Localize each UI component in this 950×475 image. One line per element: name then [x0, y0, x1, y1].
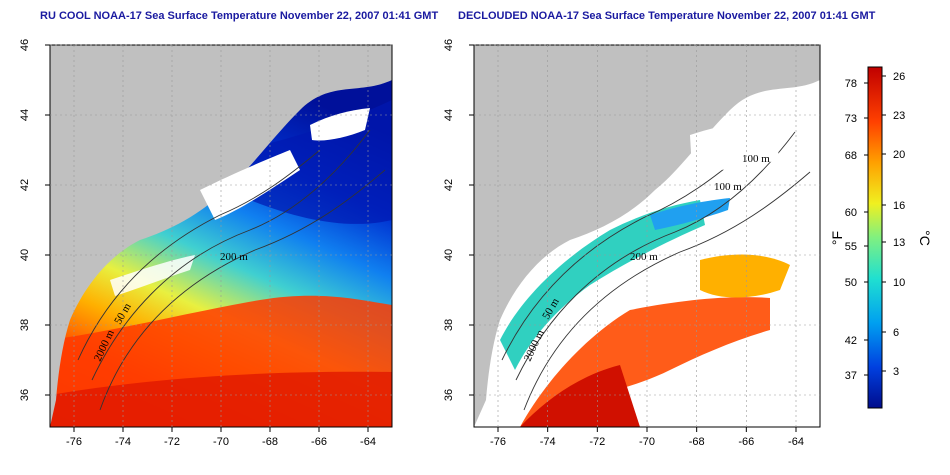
right-contour-200m: [515, 131, 796, 381]
right-ytick-label: 42: [443, 179, 455, 191]
left-xtick-label: -70: [213, 436, 229, 448]
right-ytick-label: 36: [443, 389, 455, 401]
right-contour-50m: [501, 151, 746, 361]
colorbar-ticks: 78 73 68 60 55 50 42 37 26 23 20 16 13 10 6 3: [845, 71, 906, 382]
colorbar-c-tick-label: 6: [893, 327, 899, 339]
colorbar-c-tick-label: 3: [893, 366, 899, 378]
right-gulf-of-maine: [690, 118, 780, 171]
colorbar-c-tick-label: 26: [893, 71, 905, 83]
colorbar-c-tick-label: 13: [893, 237, 905, 249]
colorbar-c-tick-label: 20: [893, 149, 905, 161]
colorbar-f-tick-label: 37: [845, 370, 857, 382]
left-sst-map: [50, 45, 392, 427]
right-ytick-label: 44: [443, 109, 455, 121]
right-ytick-label: 38: [443, 319, 455, 331]
celsius-label: °C: [917, 230, 933, 246]
right-gulf-stream: [520, 365, 640, 427]
right-xtick-label: -68: [689, 436, 705, 448]
left-label-200m: 200 m: [220, 251, 248, 263]
left-contour-200m: [91, 129, 371, 381]
right-cool-patch: [650, 198, 730, 230]
left-land: [50, 45, 392, 427]
colorbar-f-tick-label: 73: [845, 113, 857, 125]
left-contour-2000m: [99, 169, 386, 411]
fahrenheit-label: °F: [829, 231, 845, 245]
right-xtick-label: -70: [639, 436, 655, 448]
right-xtick-label: -66: [738, 436, 754, 448]
right-panel-title: DECLOUDED NOAA-17 Sea Surface Temperatur…: [458, 10, 876, 22]
right-label-100m-b: 100 m: [714, 181, 742, 193]
left-xtick-label: -66: [311, 436, 327, 448]
colorbar-f-tick-label: 60: [845, 207, 857, 219]
right-label-200m: 200 m: [630, 251, 658, 263]
colorbar-f-tick-label: 78: [845, 78, 857, 90]
right-xtick-label: -76: [490, 436, 506, 448]
left-contour-50m: [77, 149, 321, 361]
left-ytick-label: 36: [19, 389, 31, 401]
colorbar-f-tick-label: 68: [845, 150, 857, 162]
right-land: [474, 45, 820, 427]
left-ytick-label: 40: [19, 249, 31, 261]
left-panel-title: RU COOL NOAA-17 Sea Surface Temperature …: [40, 10, 439, 22]
left-ytick-label: 38: [19, 319, 31, 331]
right-label-100m-a: 100 m: [742, 153, 770, 165]
right-xtick-label: -74: [540, 436, 556, 448]
left-ytick-label: 44: [19, 109, 31, 121]
right-xtick-label: -72: [589, 436, 605, 448]
colorbar-f-tick-label: 42: [845, 335, 857, 347]
right-warm-core: [700, 254, 790, 298]
colorbar: [867, 66, 883, 409]
left-ytick-label: 46: [19, 39, 31, 51]
left-xtick-label: -68: [262, 436, 278, 448]
left-gulf-stream: [50, 371, 392, 427]
axes-layer: -76 -74 -72 -70 -68 -66 -64 36 38 40 42 44 46 -76 -74 -…: [19, 39, 820, 448]
left-xtick-label: -76: [66, 436, 82, 448]
right-contour-2000m: [523, 171, 811, 411]
left-xtick-label: -74: [115, 436, 131, 448]
left-cloud-shelf: [110, 255, 195, 296]
right-xtick-label: -64: [788, 436, 804, 448]
colorbar-c-tick-label: 10: [893, 277, 905, 289]
left-xtick-label: -64: [360, 436, 376, 448]
colorbar-c-tick-label: 23: [893, 110, 905, 122]
right-shelf-water: [500, 200, 705, 370]
right-ytick-label: 46: [443, 39, 455, 51]
colorbar-f-tick-label: 55: [845, 241, 857, 253]
left-cloud-east: [310, 108, 370, 141]
left-xtick-label: -72: [164, 436, 180, 448]
colorbar-f-tick-label: 50: [845, 277, 857, 289]
right-ytick-label: 40: [443, 249, 455, 261]
left-ytick-label: 42: [19, 179, 31, 191]
colorbar-c-tick-label: 16: [893, 200, 905, 212]
